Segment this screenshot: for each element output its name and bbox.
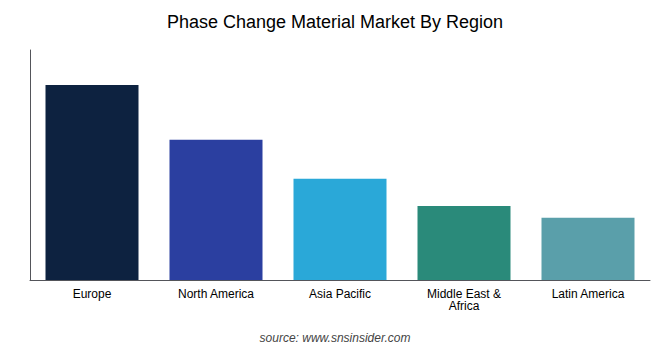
svg-text:North America: North America bbox=[178, 287, 254, 301]
svg-text:Middle East &: Middle East & bbox=[427, 287, 501, 301]
svg-text:Phase Change Material Market B: Phase Change Material Market By Region bbox=[167, 12, 503, 32]
svg-text:Africa: Africa bbox=[449, 299, 480, 313]
svg-text:Asia Pacific: Asia Pacific bbox=[309, 287, 371, 301]
svg-text:source: www.snsinsider.com: source: www.snsinsider.com bbox=[260, 331, 411, 345]
svg-text:Europe: Europe bbox=[73, 287, 112, 301]
svg-text:Latin America: Latin America bbox=[552, 287, 625, 301]
